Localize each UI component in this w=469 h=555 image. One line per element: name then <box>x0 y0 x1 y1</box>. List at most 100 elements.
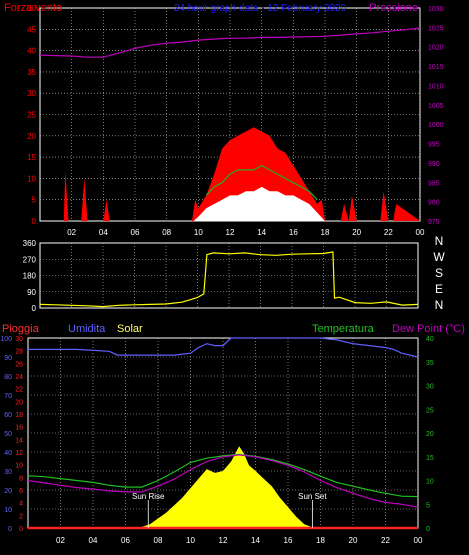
rain-tick-label: 0 <box>19 526 23 533</box>
temperature-x-tick-label: 14 <box>251 536 260 545</box>
humidity-tick-label: 60 <box>4 412 12 419</box>
rain-tick-label: 4 <box>19 501 23 508</box>
wind-x-tick-label: 14 <box>257 228 266 237</box>
wind-pressure-panel: Forza vento 24 hour graph data - 12 Febr… <box>4 2 444 237</box>
wind-tick-label: 35 <box>27 68 36 77</box>
temperature-tick-label: 25 <box>426 407 434 414</box>
humidity-tick-label: 0 <box>8 526 12 533</box>
temperature-x-tick-label: 20 <box>349 536 358 545</box>
temperature-x-tick-label: 02 <box>56 536 65 545</box>
direction-tick-label: 0 <box>32 304 37 313</box>
humidity-tick-label: 20 <box>4 488 12 495</box>
humidity-ticks: 0 10 20 30 40 50 60 70 80 90 100 <box>0 336 12 533</box>
temperature-tick-label: 15 <box>426 455 434 462</box>
humidity-tick-label: 90 <box>4 355 12 362</box>
pressure-tick-label: 1025 <box>428 25 444 32</box>
pressure-tick-label: 1000 <box>428 122 444 129</box>
direction-ticks: 0 90 180 270 360 <box>23 239 37 313</box>
temperature-x-tick-label: 06 <box>121 536 130 545</box>
humidity-tick-label: 50 <box>4 431 12 438</box>
rain-tick-label: 16 <box>15 425 23 432</box>
humidity-tick-label: 70 <box>4 393 12 400</box>
wind-series <box>39 27 421 221</box>
humidity-tick-label: 30 <box>4 469 12 476</box>
temperature-tick-label: 30 <box>426 384 434 391</box>
wind-tick-label: 20 <box>27 132 36 141</box>
direction-grid <box>40 243 418 308</box>
rain-tick-label: 6 <box>19 488 23 495</box>
rain-tick-label: 26 <box>15 361 23 368</box>
humidity-tick-label: 40 <box>4 450 12 457</box>
direction-tick-label: 180 <box>23 272 37 281</box>
wind-tick-label: 45 <box>27 25 36 34</box>
rain-tick-label: 18 <box>15 412 23 419</box>
wind-tick-label: 30 <box>27 89 36 98</box>
wind-x-tick-label: 18 <box>321 228 330 237</box>
temperature-axis-title: Temperatura <box>312 323 375 335</box>
direction-tick-label: 270 <box>23 255 37 264</box>
wind-x-tick-label: 16 <box>289 228 298 237</box>
pressure-tick-label: 1020 <box>428 45 444 52</box>
direction-tick-label: 90 <box>27 288 36 297</box>
pressure-tick-label: 985 <box>428 180 440 187</box>
wind-tick-label: 15 <box>27 153 36 162</box>
solar-axis-title: Solar <box>117 323 143 335</box>
temperature-tick-label: 40 <box>426 336 434 343</box>
rain-tick-label: 8 <box>19 475 23 482</box>
direction-tick-label: 360 <box>23 239 37 248</box>
pressure-tick-label: 1015 <box>428 64 444 71</box>
temperature-tick-label: 5 <box>426 502 430 509</box>
pressure-tick-label: 1010 <box>428 83 444 90</box>
temperature-tick-label: 20 <box>426 431 434 438</box>
rain-tick-label: 14 <box>15 437 23 444</box>
wind-x-tick-label: 20 <box>352 228 361 237</box>
temperature-tick-label: 10 <box>426 479 434 486</box>
temperature-x-tick-label: 22 <box>381 536 390 545</box>
wind-x-tick-label: 08 <box>162 228 171 237</box>
temperature-line <box>27 453 419 498</box>
pressure-axis-title: Pressione <box>369 2 418 14</box>
temperature-x-tick-label: 16 <box>284 536 293 545</box>
wind-tick-label: 5 <box>32 196 37 205</box>
rain-tick-label: 28 <box>15 349 23 356</box>
temperature-x-ticks: 02 04 06 08 10 12 14 16 18 20 22 00 <box>56 536 423 545</box>
dewpoint-axis-title: Dew Point (°C) <box>392 323 465 335</box>
pressure-tick-label: 1005 <box>428 103 444 110</box>
wind-x-tick-label: 02 <box>67 228 76 237</box>
rain-tick-label: 10 <box>15 463 23 470</box>
wind-x-tick-label: 10 <box>194 228 203 237</box>
humidity-line <box>28 337 419 358</box>
wind-axis-title: Forza vento <box>4 2 62 14</box>
pressure-tick-label: 990 <box>428 161 440 168</box>
temperature-x-tick-label: 10 <box>186 536 195 545</box>
humidity-tick-label: 80 <box>4 374 12 381</box>
wind-tick-label: 40 <box>27 47 36 56</box>
sunset-label: Sun Set <box>298 492 327 501</box>
wind-ticks: 0 5 10 15 20 25 30 35 40 45 50 <box>27 4 36 226</box>
temperature-x-tick-label: 18 <box>316 536 325 545</box>
temperature-ticks: 0 5 10 15 20 25 30 35 40 <box>426 336 434 533</box>
compass-label: S <box>435 266 443 280</box>
wind-tick-label: 25 <box>27 111 36 120</box>
compass-label: N <box>435 234 444 248</box>
wind-direction-line <box>39 251 419 308</box>
wind-average-area <box>40 186 420 221</box>
wind-tick-label: 0 <box>32 217 37 226</box>
compass-label: N <box>435 298 444 312</box>
temperature-x-tick-label: 12 <box>219 536 228 545</box>
rain-tick-label: 22 <box>15 387 23 394</box>
pressure-tick-label: 980 <box>428 200 440 207</box>
rain-axis-title: Pioggia <box>2 323 40 335</box>
compass-label: E <box>435 282 443 296</box>
dewpoint-line <box>27 454 419 508</box>
rain-tick-label: 24 <box>15 374 23 381</box>
temperature-tick-label: 35 <box>426 360 434 367</box>
sunrise-label: Sun Rise <box>132 492 165 501</box>
temperature-x-tick-label: 00 <box>414 536 423 545</box>
humidity-axis-title: Umidita <box>68 323 106 335</box>
humidity-tick-label: 10 <box>4 507 12 514</box>
temperature-panel: Pioggia Umidita Solar Temperatura Dew Po… <box>0 323 465 545</box>
